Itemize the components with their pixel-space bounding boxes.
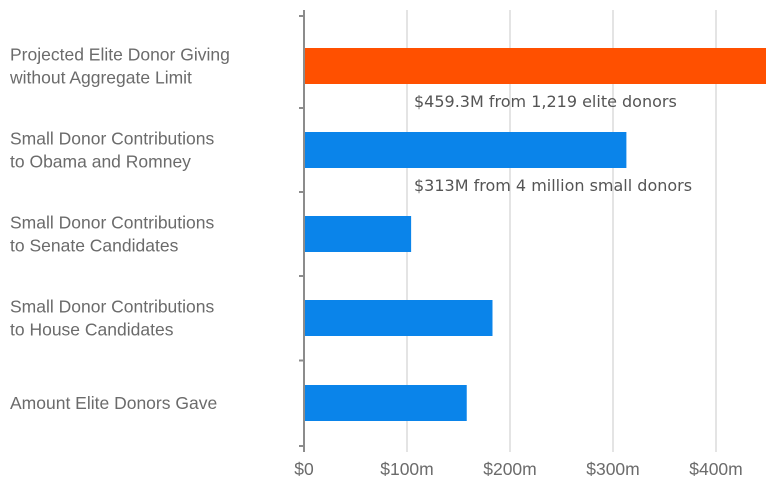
bars xyxy=(304,48,766,421)
x-tick-label: $100m xyxy=(380,459,434,479)
x-tick-label: $400m xyxy=(689,459,743,479)
category-label-line: without Aggregate Limit xyxy=(9,68,192,88)
x-tick-label: $0 xyxy=(294,459,314,479)
category-label: Small Donor Contributions to Senate Candi… xyxy=(10,213,215,256)
data-annotation: $313M from 4 million small donors xyxy=(414,176,692,195)
category-label: Small Donor Contributions to Obama and Ro… xyxy=(10,129,215,172)
category-label-line: Small Donor Contributions xyxy=(10,297,215,317)
x-tick-labels: $0 $100m $200m $300m $400m xyxy=(294,459,742,479)
data-annotation: $459.3M from 1,219 elite donors xyxy=(414,92,677,111)
category-label-line: Projected Elite Donor Giving xyxy=(10,45,230,65)
x-tick-label: $200m xyxy=(483,459,537,479)
category-label-line: to Obama and Romney xyxy=(10,152,191,172)
annotations: $459.3M from 1,219 elite donors $313M fro… xyxy=(414,92,692,195)
y-axis xyxy=(299,10,305,452)
category-label-line: to House Candidates xyxy=(10,320,174,340)
bar xyxy=(304,48,766,84)
category-label: Small Donor Contributions to House Candid… xyxy=(10,297,215,340)
bar xyxy=(304,300,493,336)
category-label: Projected Elite Donor Giving without Aggr… xyxy=(9,45,230,88)
category-label: Amount Elite Donors Gave xyxy=(10,393,217,413)
x-tick-label: $300m xyxy=(586,459,640,479)
bar xyxy=(304,385,467,421)
category-label-line: Small Donor Contributions xyxy=(10,129,215,149)
bar xyxy=(304,132,627,168)
category-label-line: Amount Elite Donors Gave xyxy=(10,393,217,413)
bar xyxy=(304,216,412,252)
category-labels: Projected Elite Donor Giving without Aggr… xyxy=(9,45,230,414)
category-label-line: to Senate Candidates xyxy=(10,236,179,256)
category-label-line: Small Donor Contributions xyxy=(10,213,215,233)
